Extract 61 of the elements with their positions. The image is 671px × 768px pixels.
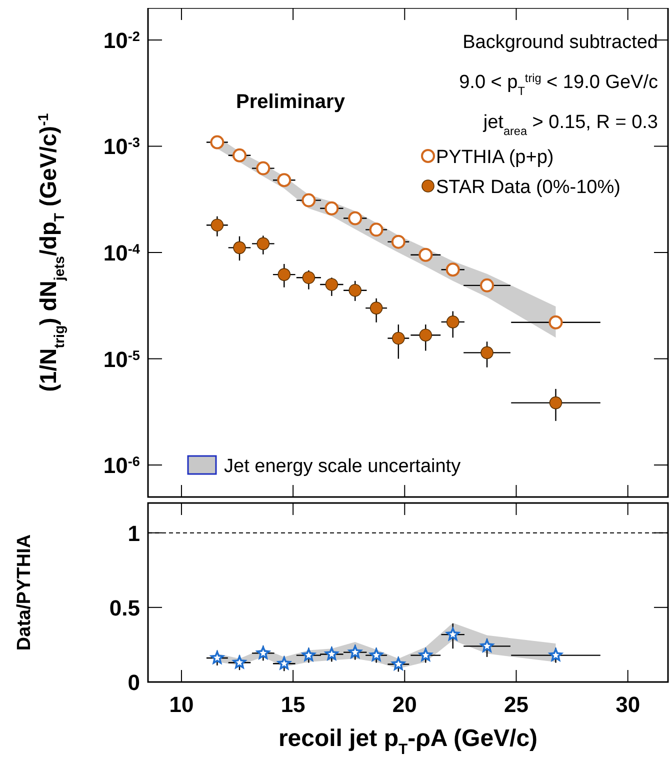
x-tick-label: 25 <box>504 692 528 717</box>
point <box>302 193 316 208</box>
x-tick-label: 10 <box>169 692 194 717</box>
point <box>232 656 246 668</box>
annotation: Preliminary <box>236 91 346 113</box>
point <box>302 648 316 662</box>
point <box>480 639 494 652</box>
point <box>446 262 460 277</box>
point <box>549 648 562 662</box>
x-tick-label: 20 <box>392 692 417 717</box>
point <box>324 201 339 216</box>
y-tick-label: 10$^{-5}$ <box>103 346 140 372</box>
y-tick-label: 0 <box>128 670 140 695</box>
x-tick-label: 30 <box>616 692 640 717</box>
y-tick-label: 10$^{-6}$ <box>103 453 140 478</box>
legend-label: PYTHIA (p+p) <box>436 147 554 168</box>
point <box>232 148 246 162</box>
point <box>233 241 246 254</box>
point <box>548 315 563 330</box>
point <box>278 268 291 281</box>
point <box>480 278 494 292</box>
point <box>210 218 224 232</box>
x-axis-title: recoil jet p$_{T}$-ρA (GeV/c) <box>278 725 538 758</box>
point <box>210 135 224 150</box>
point <box>419 648 432 662</box>
point <box>392 332 405 345</box>
annotation: jet$_{area}$ > 0.15, R = 0.3 <box>482 112 658 138</box>
point <box>256 161 270 176</box>
point <box>256 237 270 250</box>
point <box>256 646 270 659</box>
point <box>348 211 362 226</box>
point <box>392 657 406 670</box>
point <box>419 328 432 342</box>
y-tick-label: 10$^{-4}$ <box>103 240 140 266</box>
y-tick-label: 10$^{-3}$ <box>103 134 140 160</box>
y-axis-title: Data/PYTHIA <box>14 534 35 651</box>
x-tick-label: 15 <box>280 692 306 717</box>
annotation: Jet energy scale uncertainty <box>224 456 462 477</box>
point <box>370 302 383 314</box>
point <box>391 234 406 249</box>
point <box>302 271 316 284</box>
point <box>348 645 362 658</box>
point <box>446 316 460 328</box>
point <box>480 346 494 360</box>
point <box>549 396 562 410</box>
legend-label: STAR Data (0%-10%) <box>436 177 620 198</box>
point <box>210 651 224 664</box>
y-tick-label: 0.5 <box>109 595 140 620</box>
point <box>325 278 338 291</box>
point <box>369 222 384 237</box>
annotation: Background subtracted <box>462 32 658 53</box>
point <box>348 284 362 297</box>
point <box>325 647 338 660</box>
point <box>418 248 433 262</box>
annotation: 9.0 < p$_{T}$$^{trig}$ < 19.0 GeV/c <box>459 72 658 98</box>
point <box>277 173 292 188</box>
point <box>278 656 291 670</box>
y-tick-label: 10$^{-2}$ <box>103 28 140 53</box>
point <box>370 648 383 662</box>
point <box>446 628 460 640</box>
y-tick-label: 1 <box>128 520 140 546</box>
